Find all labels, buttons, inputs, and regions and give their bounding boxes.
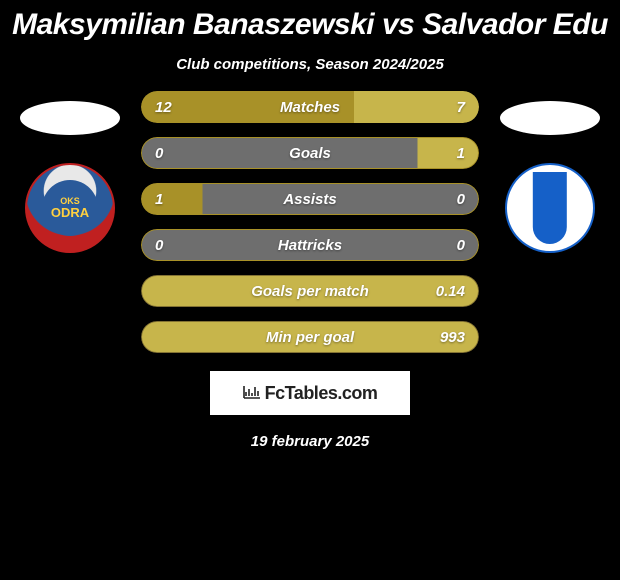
left-badge-inner: OKS ODRA bbox=[42, 180, 98, 236]
right-player-ellipse bbox=[500, 101, 600, 135]
stat-label: Goals bbox=[141, 145, 479, 162]
stat-value-right: 7 bbox=[457, 99, 465, 116]
stat-value-right: 0.14 bbox=[436, 283, 465, 300]
footer-logo: FcTables.com bbox=[210, 371, 410, 415]
footer-date: 19 february 2025 bbox=[0, 415, 620, 450]
stat-value-right: 0 bbox=[457, 191, 465, 208]
stat-label: Min per goal bbox=[141, 329, 479, 346]
page-title: Maksymilian Banaszewski vs Salvador Edu bbox=[0, 0, 620, 46]
stat-row: 0Hattricks0 bbox=[141, 229, 479, 261]
stat-label: Goals per match bbox=[141, 283, 479, 300]
right-club-badge bbox=[505, 163, 595, 253]
stat-value-right: 0 bbox=[457, 237, 465, 254]
right-player-column bbox=[495, 91, 605, 253]
chart-icon bbox=[243, 385, 261, 402]
stat-row: 12Matches7 bbox=[141, 91, 479, 123]
stat-row: Min per goal993 bbox=[141, 321, 479, 353]
footer-logo-text: FcTables.com bbox=[265, 383, 378, 404]
left-player-column: OKS ODRA bbox=[15, 91, 125, 253]
left-club-badge: OKS ODRA bbox=[25, 163, 115, 253]
stat-label: Assists bbox=[141, 191, 479, 208]
stats-column: 12Matches70Goals11Assists00Hattricks0Goa… bbox=[125, 91, 495, 353]
infographic-container: Maksymilian Banaszewski vs Salvador Edu … bbox=[0, 0, 620, 450]
stat-value-right: 993 bbox=[440, 329, 465, 346]
left-player-ellipse bbox=[20, 101, 120, 135]
left-badge-text-bottom: ODRA bbox=[51, 206, 89, 219]
stat-label: Hattricks bbox=[141, 237, 479, 254]
stat-row: 1Assists0 bbox=[141, 183, 479, 215]
main-area: OKS ODRA 12Matches70Goals11Assists00Hatt… bbox=[0, 91, 620, 353]
subtitle: Club competitions, Season 2024/2025 bbox=[0, 46, 620, 91]
stat-value-right: 1 bbox=[457, 145, 465, 162]
stat-label: Matches bbox=[141, 99, 479, 116]
stat-row: 0Goals1 bbox=[141, 137, 479, 169]
stat-row: Goals per match0.14 bbox=[141, 275, 479, 307]
